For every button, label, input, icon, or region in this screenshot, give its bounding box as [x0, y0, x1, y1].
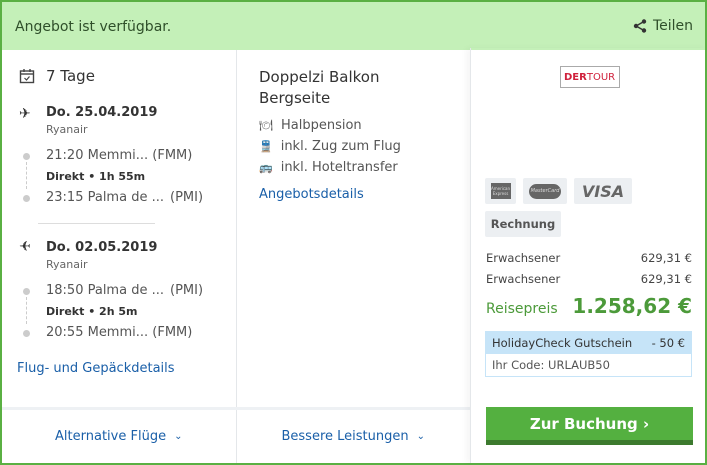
voucher-label: HolidayCheck Gutschein	[492, 336, 633, 350]
trip-duration: 7 Tage	[46, 67, 95, 85]
price-line-label: Erwachsener	[486, 251, 561, 265]
total-price: Reisepreis 1.258,62 €	[486, 294, 692, 318]
bus-icon: 🚌	[259, 161, 273, 174]
chevron-down-icon: ⌄	[174, 431, 183, 442]
voucher-value: - 50 €	[651, 336, 685, 350]
inbound-info: Direkt • 2h 5m	[46, 305, 138, 318]
voucher-header: HolidayCheck Gutschein - 50 €	[486, 332, 691, 354]
inbound-departure: 18:50 Palma de ...	[46, 283, 164, 298]
availability-title: Angebot ist verfügbar.	[15, 19, 172, 35]
amex-icon: American Express	[485, 178, 516, 204]
inbound-departure-code: (PMI)	[170, 283, 204, 298]
inbound-airline: Ryanair	[46, 258, 88, 271]
outbound-arrival-code: (PMI)	[170, 190, 204, 205]
price-line-value: 629,31 €	[640, 251, 692, 265]
calendar-icon	[19, 69, 35, 84]
offer-details-link[interactable]: Angebotsdetails	[259, 187, 364, 202]
train-icon: 🚆	[259, 140, 273, 153]
timeline-dot	[23, 195, 30, 202]
flight-baggage-details-link[interactable]: Flug- und Gepäckdetails	[17, 361, 175, 376]
cutlery-icon: 🍽	[259, 119, 273, 132]
outbound-arrival: 23:15 Palma de ...	[46, 190, 164, 205]
timeline-dot	[23, 153, 30, 160]
room-title-line1: Doppelzi Balkon	[259, 68, 380, 86]
share-button[interactable]: Teilen	[633, 18, 693, 34]
outbound-info: Direkt • 1h 55m	[46, 170, 146, 183]
inbound-date: Do. 02.05.2019	[46, 240, 158, 255]
amex-logo-text: American Express	[490, 183, 511, 199]
plane-departure-icon: ✈	[19, 106, 31, 122]
book-button[interactable]: Zur Buchung ›	[486, 407, 693, 445]
mastercard-icon: MasterCard	[523, 178, 567, 204]
operator-logo: DER TOUR	[560, 66, 620, 88]
operator-logo-der: DER	[564, 71, 587, 83]
room-column: Doppelzi Balkon Bergseite 🍽 Halbpension 🚆 i…	[236, 50, 470, 407]
service-label: Halbpension	[280, 118, 362, 133]
plane-return-icon: ✈	[19, 239, 31, 255]
flight-column: 7 Tage ✈ Do. 25.04.2019 Ryanair 21:20 Me…	[2, 50, 236, 407]
better-services-label: Bessere Leistungen	[281, 429, 409, 444]
outbound-departure: 21:20 Memmi... (FMM)	[46, 148, 193, 163]
price-line-value: 629,31 €	[640, 272, 692, 286]
price-line: Erwachsener 629,31 €	[486, 272, 692, 286]
total-label: Reisepreis	[486, 301, 558, 317]
outbound-airline: Ryanair	[46, 123, 88, 136]
service-label: inkl. Hoteltransfer	[280, 160, 398, 175]
share-label: Teilen	[652, 18, 693, 34]
alternative-flights-label: Alternative Flüge	[55, 429, 167, 444]
operator-logo-tour: TOUR	[586, 71, 616, 83]
share-icon	[633, 19, 647, 33]
price-line-label: Erwachsener	[486, 272, 561, 286]
alternative-flights-button[interactable]: Alternative Flüge ⌄	[2, 410, 236, 463]
price-column: DER TOUR American Express MasterCard VISA…	[470, 48, 707, 463]
invoice-badge: Rechnung	[485, 211, 561, 237]
timeline-line	[26, 297, 27, 324]
outbound-date: Do. 25.04.2019	[46, 105, 158, 120]
price-line: Erwachsener 629,31 €	[486, 251, 692, 265]
timeline-line	[26, 162, 27, 189]
voucher-box: HolidayCheck Gutschein - 50 € Ihr Code: U…	[485, 331, 692, 377]
divider	[38, 223, 155, 224]
voucher-code: Ihr Code: URLAUB50	[492, 358, 610, 372]
room-title-line2: Bergseite	[259, 89, 331, 107]
inbound-arrival: 20:55 Memmi... (FMM)	[46, 325, 193, 340]
bottom-bar: Alternative Flüge ⌄ Bessere Leistungen ⌄	[2, 407, 470, 463]
service-train: 🚆 inkl. Zug zum Flug	[259, 139, 401, 154]
mastercard-logo-text: MasterCard	[529, 183, 561, 199]
room-title: Doppelzi Balkon Bergseite	[259, 67, 379, 109]
total-value: 1.258,62 €	[572, 294, 692, 318]
chevron-down-icon: ⌄	[416, 431, 425, 442]
visa-icon: VISA	[574, 178, 632, 204]
service-meal: 🍽 Halbpension	[259, 118, 362, 133]
service-label: inkl. Zug zum Flug	[280, 139, 401, 154]
better-services-button[interactable]: Bessere Leistungen ⌄	[235, 410, 471, 463]
timeline-dot	[23, 330, 30, 337]
service-transfer: 🚌 inkl. Hoteltransfer	[259, 160, 398, 175]
availability-header: Angebot ist verfügbar. Teilen	[2, 0, 705, 50]
timeline-dot	[23, 288, 30, 295]
